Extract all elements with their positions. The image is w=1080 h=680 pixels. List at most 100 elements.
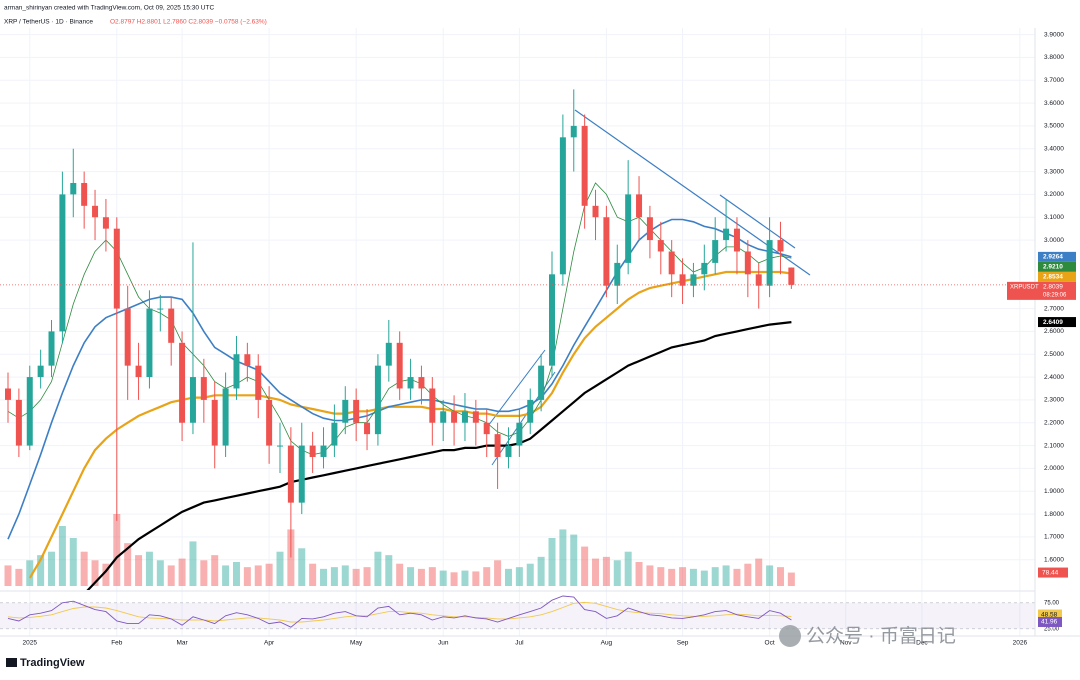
volume-bar xyxy=(37,555,45,586)
x-tick-label: Jul xyxy=(515,640,524,647)
moving-average xyxy=(28,270,792,579)
volume-bar xyxy=(135,555,143,586)
volume-bar xyxy=(298,548,306,586)
volume-bar xyxy=(211,555,219,586)
volume-bar xyxy=(428,567,436,586)
candle-body xyxy=(646,217,653,241)
candle-body xyxy=(440,411,447,423)
rsi-ma-line xyxy=(7,601,792,623)
y-tick-label: 3.3000 xyxy=(1044,168,1064,175)
y-tick-label: 3.7000 xyxy=(1044,77,1064,84)
volume-bar xyxy=(4,565,12,586)
y-tick-label: 3.1000 xyxy=(1044,214,1064,221)
volume-bar xyxy=(668,568,676,586)
volume-bar xyxy=(602,556,610,586)
volume-bar xyxy=(689,568,697,586)
volume-tag xyxy=(1038,567,1068,578)
candle-body xyxy=(614,262,621,286)
candle-body xyxy=(603,217,610,286)
volume-bar xyxy=(537,556,545,586)
y-tick-label: 1.7000 xyxy=(1044,534,1064,541)
volume-bar xyxy=(189,541,197,586)
volume-bar xyxy=(624,551,632,586)
candle-body xyxy=(353,399,360,423)
rsi-tag-value: 48.58 xyxy=(1041,611,1058,618)
ma-tag-value: 2.6409 xyxy=(1043,319,1063,326)
last-price-symbol: XRPUSDT xyxy=(1010,284,1039,290)
volume-bar xyxy=(102,563,110,586)
volume-bar xyxy=(592,558,600,586)
candle-body xyxy=(636,194,643,218)
price-pane xyxy=(0,89,1035,590)
volume-bar xyxy=(766,565,774,586)
volume-bar xyxy=(265,563,273,586)
candle-body xyxy=(26,377,33,446)
volume-bar xyxy=(722,565,730,586)
candle-body xyxy=(200,377,207,400)
y-tick-label: 3.6000 xyxy=(1044,100,1064,107)
x-tick-label: Jun xyxy=(438,640,449,647)
brand-name: TradingView xyxy=(20,657,85,669)
volume-bar xyxy=(48,551,56,586)
y-tick-label: 1.9000 xyxy=(1044,488,1064,495)
volume-bar xyxy=(254,565,262,586)
candle-body xyxy=(657,240,664,252)
candle-body xyxy=(298,445,305,503)
candle-body xyxy=(189,377,196,423)
rsi-tag xyxy=(1038,609,1062,620)
candle-body xyxy=(102,217,109,229)
volume-bar xyxy=(526,563,534,586)
volume-bar xyxy=(156,560,164,586)
rsi-tick-label: 25.00 xyxy=(1044,626,1060,632)
volume-bar xyxy=(417,568,425,586)
candle-body xyxy=(157,308,164,310)
candle-body xyxy=(744,251,751,275)
candle-body xyxy=(211,399,218,446)
candle-body xyxy=(277,445,283,447)
channel-line xyxy=(484,349,546,431)
candle-body xyxy=(668,251,675,275)
candle-body xyxy=(690,274,697,286)
volume-bar xyxy=(167,565,175,586)
candle-body xyxy=(701,262,708,275)
candle-body xyxy=(320,445,327,457)
volume-bar xyxy=(145,551,153,586)
ma-tag-value: 2.9210 xyxy=(1043,264,1063,271)
candle-body xyxy=(570,125,577,138)
volume-bar xyxy=(363,567,371,586)
candle-body xyxy=(255,365,262,400)
volume-bar xyxy=(396,563,404,586)
y-tick-label: 2.2000 xyxy=(1044,419,1064,426)
volume-bar xyxy=(744,563,752,586)
y-tick-label: 3.8000 xyxy=(1044,54,1064,61)
ma-tag xyxy=(1038,317,1076,328)
rsi-tag-value: 41.96 xyxy=(1041,619,1058,626)
volume-bar xyxy=(581,546,589,586)
candle-body xyxy=(287,445,294,503)
brand: TradingView xyxy=(6,657,85,669)
candle-body xyxy=(505,445,512,457)
candle-body xyxy=(59,194,66,332)
volume-bar xyxy=(439,570,447,586)
y-tick-label: 3.0000 xyxy=(1044,237,1064,244)
volume-bar xyxy=(787,572,795,586)
x-tick-label: Dec xyxy=(916,640,928,647)
volume-bar xyxy=(515,567,523,586)
volume-bar xyxy=(15,568,23,586)
volume-bar xyxy=(178,558,186,586)
volume-bar xyxy=(559,529,567,586)
candle-body xyxy=(559,137,566,275)
volume-bar xyxy=(287,529,295,586)
candle-body xyxy=(15,399,22,446)
volume-bar xyxy=(276,551,284,586)
volume-bar xyxy=(26,560,34,586)
last-price-value: 2.8039 xyxy=(1043,284,1063,291)
candle-body xyxy=(244,354,251,366)
candle-body xyxy=(407,377,414,389)
candle-body xyxy=(712,240,719,263)
candle-body xyxy=(70,182,77,195)
volume-bar xyxy=(309,563,317,586)
candle-body xyxy=(538,365,545,400)
